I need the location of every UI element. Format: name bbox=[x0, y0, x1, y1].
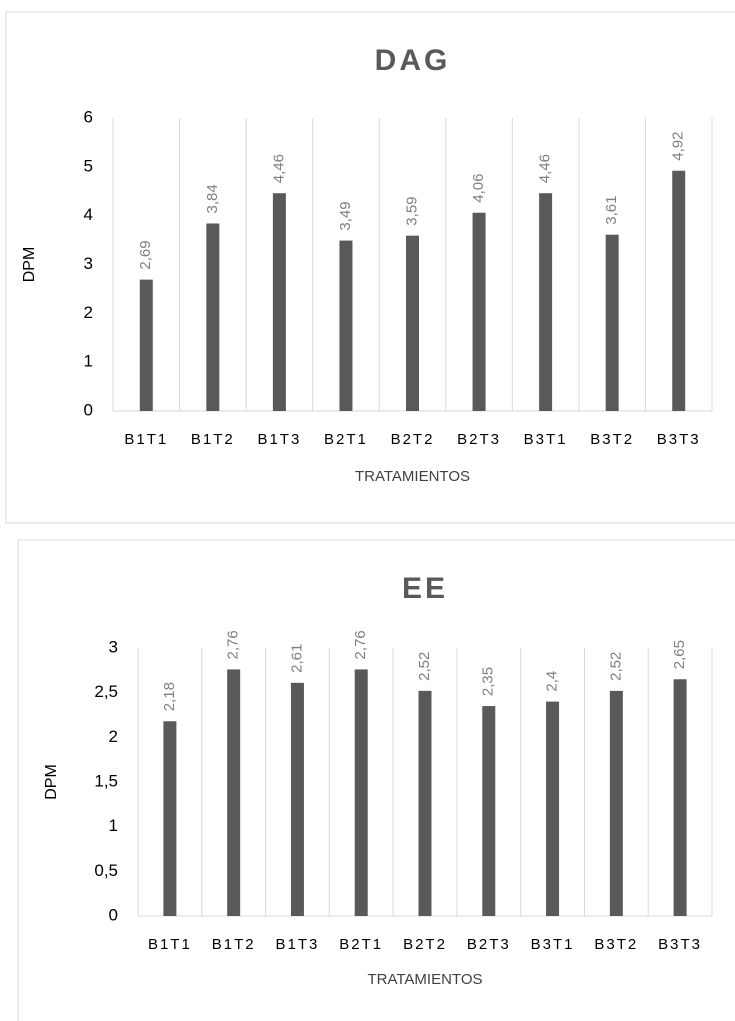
value-label: 2,69 bbox=[137, 240, 154, 269]
x-tick-label: B3T2 bbox=[594, 936, 638, 953]
value-label: 2,65 bbox=[671, 640, 688, 669]
x-tick-label: B3T1 bbox=[524, 431, 568, 448]
x-tick-label: B1T3 bbox=[276, 936, 320, 953]
bar bbox=[673, 679, 687, 916]
y-tick-label: 0 bbox=[84, 400, 93, 419]
bar bbox=[339, 240, 353, 411]
x-axis-label: TRATAMIENTOS bbox=[367, 971, 482, 988]
x-axis-label: TRATAMIENTOS bbox=[355, 468, 470, 485]
y-tick-label: 0,5 bbox=[94, 861, 118, 880]
y-axis-label: DPM bbox=[21, 247, 38, 283]
x-tick-label: B2T1 bbox=[324, 431, 368, 448]
bar bbox=[354, 669, 368, 916]
x-tick-label: B2T1 bbox=[339, 936, 383, 953]
bar bbox=[546, 701, 560, 916]
y-tick-label: 6 bbox=[84, 107, 93, 126]
y-tick-label: 2 bbox=[84, 303, 93, 322]
value-label: 2,52 bbox=[607, 652, 624, 681]
y-tick-label: 1,5 bbox=[94, 771, 118, 790]
bar bbox=[139, 279, 153, 411]
x-tick-label: B1T2 bbox=[191, 431, 235, 448]
x-tick-label: B1T3 bbox=[257, 431, 301, 448]
bar bbox=[163, 721, 177, 916]
value-label: 2,76 bbox=[352, 630, 369, 659]
x-tick-label: B3T3 bbox=[658, 936, 702, 953]
value-label: 2,61 bbox=[288, 644, 305, 673]
value-label: 2,76 bbox=[225, 630, 242, 659]
bar bbox=[406, 235, 419, 411]
value-label: 3,49 bbox=[337, 201, 354, 230]
x-tick-label: B2T2 bbox=[403, 936, 447, 953]
x-tick-label: B2T3 bbox=[457, 431, 501, 448]
y-axis-label: DPM bbox=[43, 764, 60, 800]
x-tick-label: B1T1 bbox=[148, 936, 192, 953]
bar bbox=[206, 223, 220, 411]
value-label: 4,06 bbox=[470, 174, 487, 203]
y-tick-label: 3 bbox=[109, 637, 118, 656]
y-tick-label: 1 bbox=[84, 352, 93, 371]
x-tick-label: B3T3 bbox=[657, 431, 701, 448]
bar bbox=[227, 669, 241, 916]
value-label: 4,92 bbox=[670, 132, 687, 161]
y-tick-label: 0 bbox=[109, 905, 118, 924]
x-tick-label: B1T1 bbox=[124, 431, 168, 448]
bar bbox=[290, 682, 304, 916]
value-label: 4,46 bbox=[537, 154, 554, 183]
y-tick-label: 3 bbox=[84, 254, 93, 273]
bar bbox=[539, 193, 553, 411]
value-label: 2,35 bbox=[480, 667, 497, 696]
x-tick-label: B3T1 bbox=[531, 936, 575, 953]
chart-frame bbox=[17, 539, 735, 1021]
bar bbox=[472, 212, 486, 411]
value-label: 4,46 bbox=[270, 154, 287, 183]
y-tick-label: 1 bbox=[109, 816, 118, 835]
value-label: 3,59 bbox=[403, 196, 420, 225]
x-tick-label: B1T2 bbox=[212, 936, 256, 953]
x-tick-label: B2T2 bbox=[391, 431, 435, 448]
value-label: 2,52 bbox=[416, 652, 433, 681]
chart-title: DAG bbox=[375, 44, 451, 77]
chart-frame bbox=[5, 11, 735, 524]
value-label: 2,4 bbox=[544, 671, 561, 692]
bar bbox=[418, 690, 432, 916]
y-tick-label: 5 bbox=[84, 156, 93, 175]
bar bbox=[609, 690, 623, 916]
y-tick-label: 4 bbox=[84, 205, 93, 224]
x-tick-label: B3T2 bbox=[590, 431, 634, 448]
chart-title: EE bbox=[402, 572, 448, 605]
bar bbox=[672, 170, 686, 411]
value-label: 3,84 bbox=[204, 184, 221, 213]
x-tick-label: B2T3 bbox=[467, 936, 511, 953]
bar bbox=[482, 706, 496, 916]
value-label: 2,18 bbox=[161, 682, 178, 711]
bar bbox=[272, 193, 286, 411]
y-tick-label: 2 bbox=[109, 727, 118, 746]
value-label: 3,61 bbox=[603, 196, 620, 225]
y-tick-label: 2,5 bbox=[94, 682, 118, 701]
bar bbox=[605, 234, 619, 411]
